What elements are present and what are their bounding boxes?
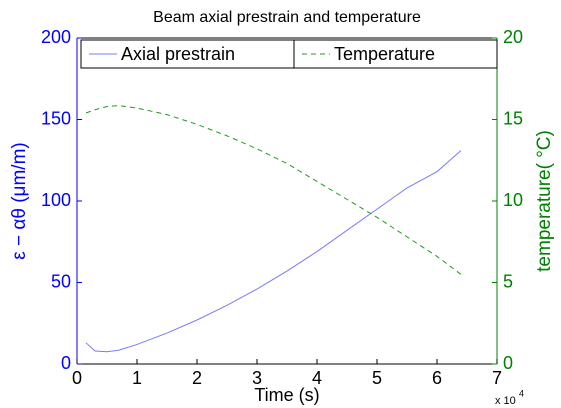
y2-tick-label: 5 (503, 271, 513, 291)
x-tick-label: 2 (192, 368, 202, 388)
x-tick-label: 5 (372, 368, 382, 388)
y-tick-label: 100 (41, 190, 71, 210)
y-tick-label: 200 (41, 27, 71, 47)
y2-tick-label: 10 (503, 190, 523, 210)
y2-tick-label: 20 (503, 27, 523, 47)
x-axis-label: Time (s) (254, 385, 319, 405)
legend-label: Axial prestrain (121, 44, 235, 64)
y-axis-label: ε − αθ (μm/m) (9, 142, 30, 260)
x-scale-exponent: 4 (519, 388, 524, 398)
x-tick-label: 7 (492, 368, 502, 388)
y2-tick-label: 15 (503, 108, 523, 128)
x-tick-label: 1 (132, 368, 142, 388)
x-tick-label: 4 (312, 368, 322, 388)
chart-title: Beam axial prestrain and temperature (153, 9, 421, 26)
x-tick-label: 0 (72, 368, 82, 388)
y2-tick-label: 0 (503, 353, 513, 373)
legend-label: Temperature (334, 44, 435, 64)
data-line (85, 105, 462, 275)
y-tick-label: 0 (61, 353, 71, 373)
y-tick-label: 150 (41, 108, 71, 128)
y2-axis-label: temperature( °C) (534, 130, 555, 272)
legend-box (293, 39, 498, 69)
data-line (85, 150, 462, 353)
x-scale-label: x 10 (495, 395, 516, 407)
x-tick-label: 6 (432, 368, 442, 388)
y-tick-label: 50 (51, 271, 71, 291)
x-tick-label: 3 (252, 368, 262, 388)
